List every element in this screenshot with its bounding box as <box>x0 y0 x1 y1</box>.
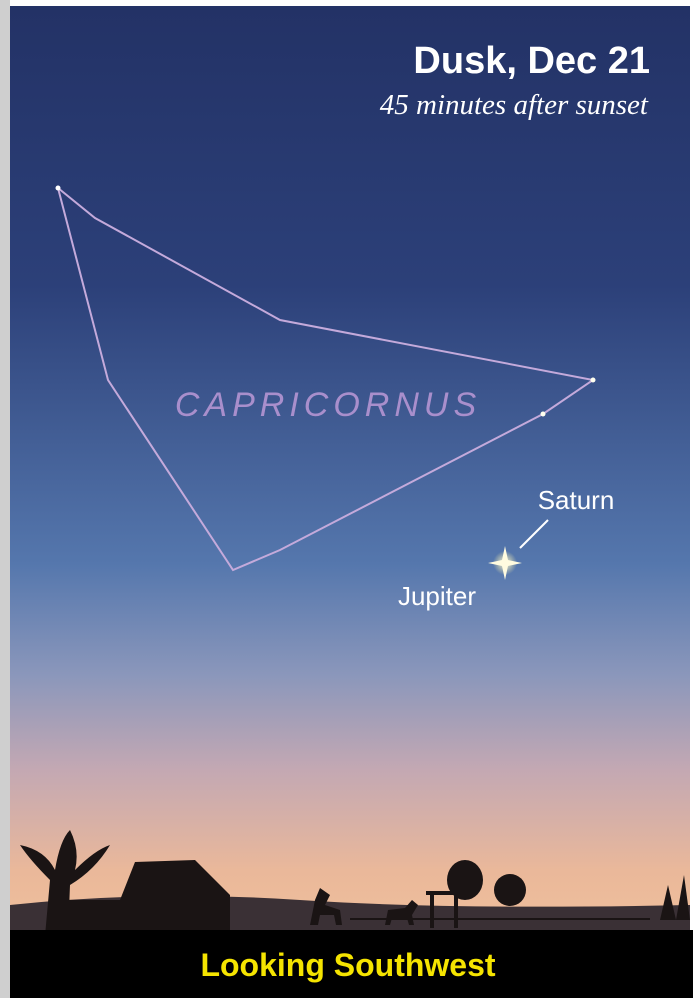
sky <box>10 6 690 936</box>
star <box>541 412 546 417</box>
footer-label: Looking Southwest <box>200 947 495 983</box>
star <box>591 378 596 383</box>
saturn-label: Saturn <box>538 485 615 515</box>
title: Dusk, Dec 21 <box>413 40 650 82</box>
star <box>56 186 61 191</box>
constellation-label: CAPRICORNUS <box>175 386 481 424</box>
sky-chart: Dusk, Dec 21 45 minutes after sunset CAP… <box>0 0 693 998</box>
page: Dusk, Dec 21 45 minutes after sunset CAP… <box>0 0 693 998</box>
jupiter-label: Jupiter <box>398 581 476 611</box>
edge-strip <box>0 0 10 998</box>
subtitle: 45 minutes after sunset <box>380 89 649 121</box>
